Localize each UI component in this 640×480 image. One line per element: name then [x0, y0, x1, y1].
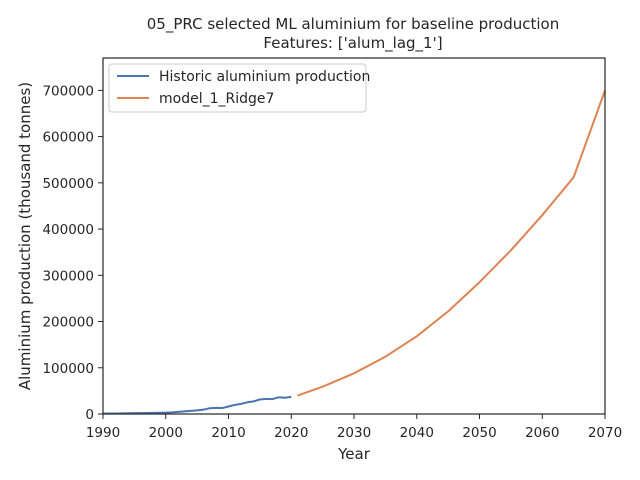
x-tick-label: 1990 — [86, 425, 120, 441]
y-tick-label: 700000 — [42, 83, 94, 99]
y-tick-label: 400000 — [42, 222, 94, 238]
legend-box — [108, 63, 367, 113]
x-tick-label: 2070 — [588, 425, 622, 441]
y-tick-label: 600000 — [42, 130, 94, 146]
legend-label-historic: Historic aluminium production — [159, 69, 370, 85]
x-axis-label: Year — [337, 445, 371, 463]
x-axis-ticks: 1990 2000 2010 2020 2030 2040 2050 2060 2070 — [86, 414, 622, 441]
x-tick-label: 2010 — [211, 425, 245, 441]
plot-area — [102, 90, 606, 415]
x-tick-label: 2060 — [525, 425, 559, 441]
y-tick-label: 200000 — [42, 315, 94, 331]
axes-frame — [102, 57, 606, 415]
x-tick-label: 2030 — [337, 425, 371, 441]
series-line-1 — [297, 90, 606, 397]
chart-subtitle: Features: ['alum_lag_1'] — [263, 34, 442, 53]
y-axis-label: Aluminium production (thousand tonnes) — [16, 82, 34, 390]
x-tick-label: 2050 — [462, 425, 496, 441]
series-line-0 — [102, 395, 292, 415]
x-tick-label: 2040 — [400, 425, 434, 441]
y-tick-label: 0 — [85, 407, 94, 423]
x-tick-label: 2000 — [149, 425, 183, 441]
legend-label-model: model_1_Ridge7 — [159, 91, 274, 107]
chart-title: 05_PRC selected ML aluminium for baselin… — [147, 15, 559, 34]
y-tick-label: 500000 — [42, 176, 94, 192]
y-tick-label: 300000 — [42, 268, 94, 284]
y-tick-label: 100000 — [42, 361, 94, 377]
x-tick-label: 2020 — [274, 425, 308, 441]
y-axis-ticks: 0 100000 200000 300000 400000 500000 600000 700… — [42, 83, 103, 423]
legend: Historic aluminium production model_1_Ri… — [108, 63, 370, 113]
